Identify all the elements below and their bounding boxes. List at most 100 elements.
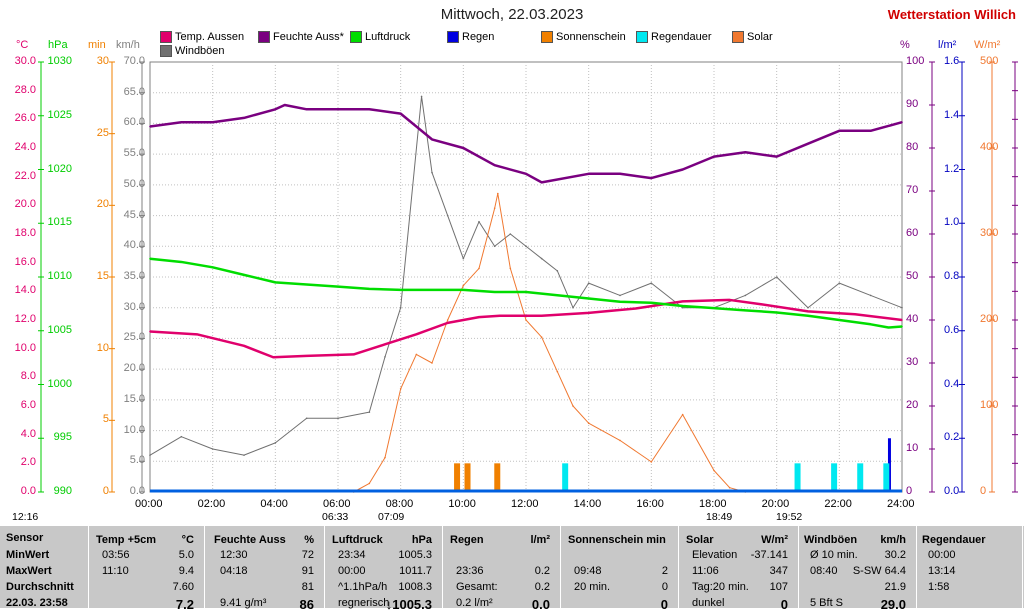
series-feuchte-point	[901, 121, 903, 123]
series-windboeen-point	[399, 306, 402, 309]
solar-header: Solar	[686, 534, 714, 546]
series-luftdruck-point	[869, 323, 872, 326]
series-feuchte-point	[744, 151, 747, 154]
rain-tick: 1.0	[944, 216, 960, 229]
wind-tick: 45.0	[123, 208, 145, 221]
series-windboeen-point	[149, 454, 151, 456]
series-feuchte-point	[431, 138, 433, 141]
wind-tick: 10.0	[123, 423, 145, 436]
series-windboeen-point	[540, 257, 543, 260]
station-name[interactable]: Wetterstation Willich	[887, 7, 1016, 22]
series-feuchte-point	[650, 177, 653, 179]
wind-row-value: 29.0	[880, 597, 906, 612]
legend-label: Sonnenschein	[556, 31, 626, 43]
series-luftdruck-point	[337, 285, 339, 288]
series-windboeen-point	[384, 356, 386, 358]
legend-item: Sonnenschein	[541, 31, 626, 43]
temp-tick: 28.0	[14, 83, 36, 96]
series-luftdruck-point	[838, 319, 841, 321]
legend-label: Feuchte Auss*	[273, 31, 344, 43]
series-windboeen-point	[180, 435, 183, 438]
hum-tick: 30	[906, 356, 919, 368]
legend-label: Temp. Aussen	[175, 31, 245, 43]
sun-tick: 25	[96, 126, 109, 139]
series-windboeen-point	[509, 233, 512, 235]
temp-row-label: 03:56	[102, 549, 130, 561]
series-windboeen-point	[681, 306, 684, 309]
sunset2-time: 19:52	[776, 511, 803, 523]
wind-tick: 25.0	[123, 331, 145, 344]
series-windboeen-point	[493, 245, 496, 248]
pres-tick: 1030	[47, 55, 72, 67]
wind-row-value: 30.2	[884, 549, 906, 561]
series-windboeen-point	[446, 214, 449, 217]
temp-tick: 2.0	[20, 456, 36, 469]
wind-tick: 0.0	[129, 485, 145, 497]
series-luftdruck-point	[493, 291, 496, 293]
series-luftdruck-point	[681, 305, 684, 307]
label-min: MinWert	[6, 549, 50, 561]
wind-tick: 65.0	[123, 85, 145, 98]
series-windboeen-point	[744, 294, 747, 297]
rain-tick: 0.2	[944, 431, 960, 444]
legend-label: Regen	[462, 31, 495, 43]
hum-tick: 80	[906, 141, 919, 153]
series-windboeen-point	[901, 306, 903, 309]
sun-row-value: 0	[661, 581, 668, 593]
x-tick: 16:00	[636, 498, 664, 510]
series-luftdruck-point	[274, 281, 277, 284]
series-temp-point	[681, 300, 684, 303]
solar-row-label: Tag:20 min.	[692, 581, 749, 593]
sun-row-value: 0	[660, 597, 668, 612]
label-current: 22.03. 23:58	[6, 597, 68, 609]
sun-row-label: 20 min.	[574, 581, 611, 593]
temp-row-value: 7.60	[172, 581, 194, 593]
temp-unit: °C	[181, 534, 194, 546]
bar-regendauer	[857, 463, 864, 492]
legend-label: Luftdruck	[365, 31, 411, 43]
pres-tick: 1010	[47, 270, 72, 282]
series-solar-point	[650, 461, 653, 463]
x-tick: 04:00	[260, 498, 288, 510]
series-solar-point	[556, 370, 559, 373]
pres-tick: 1015	[47, 216, 72, 229]
temp-tick: 16.0	[14, 255, 36, 268]
series-feuchte-point	[493, 164, 496, 166]
sun-tick: 15	[96, 270, 109, 282]
raindur-row-value: 13:14	[928, 565, 956, 577]
temp-tick: 24.0	[14, 141, 36, 153]
series-luftdruck-point	[399, 289, 402, 291]
x-tick: 14:00	[573, 498, 602, 510]
series-temp-point	[384, 343, 386, 346]
wind-unit: km/h	[880, 534, 906, 546]
series-solar-point	[478, 267, 480, 270]
legend-item: Feuchte Auss*	[258, 31, 344, 43]
series-windboeen-point	[525, 245, 527, 248]
solar-unit-label: W/m²	[974, 39, 1001, 51]
rain-row-value: 0.0	[531, 597, 550, 612]
bar-regendauer	[831, 463, 838, 492]
temp-row-value: 9.4	[178, 565, 194, 577]
wind-tick: 30.0	[123, 300, 145, 313]
series-solar-point	[446, 319, 449, 321]
series-feuchte-point	[587, 173, 590, 175]
hum-tick: 60	[906, 227, 919, 239]
series-windboeen-point	[462, 257, 465, 260]
series-luftdruck-point	[587, 297, 590, 300]
solar-row-value: 0	[780, 597, 788, 612]
sun-row-label: 09:48	[574, 565, 602, 577]
legend-item: Temp. Aussen	[160, 31, 244, 43]
hum-tick: 70	[906, 184, 919, 196]
solar-row-value: 107	[769, 581, 788, 593]
rain-tick: 1.4	[944, 108, 960, 121]
legend-label: Solar	[747, 31, 773, 43]
series-feuchte-point	[681, 168, 684, 171]
legend-swatch	[447, 31, 459, 43]
bar-regendauer	[883, 463, 890, 492]
rain-tick: 0.4	[944, 377, 960, 390]
hum-tick: 100	[906, 55, 925, 67]
rain-unit-label: l/m²	[938, 39, 957, 51]
wind-tick: 15.0	[123, 392, 145, 405]
pres-row-value: 1005.3	[398, 549, 432, 561]
pres-tick: 1000	[47, 377, 72, 390]
